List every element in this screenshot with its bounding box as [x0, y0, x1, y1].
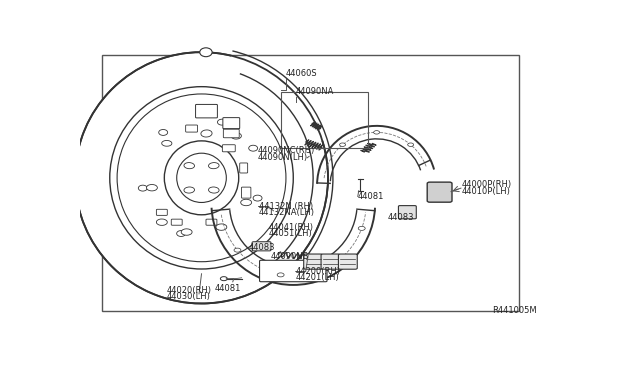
Ellipse shape — [218, 119, 227, 125]
Text: 44051(LH): 44051(LH) — [269, 229, 312, 238]
FancyBboxPatch shape — [222, 145, 236, 152]
FancyBboxPatch shape — [223, 118, 240, 129]
Circle shape — [234, 248, 241, 252]
FancyBboxPatch shape — [172, 219, 182, 225]
Text: 44083: 44083 — [249, 243, 275, 251]
Text: 44201(LH): 44201(LH) — [296, 273, 339, 282]
Ellipse shape — [209, 163, 219, 169]
Text: 44200(RH): 44200(RH) — [296, 267, 340, 276]
Ellipse shape — [184, 187, 195, 193]
Text: 44090NC(RH): 44090NC(RH) — [257, 146, 315, 155]
FancyBboxPatch shape — [399, 206, 416, 219]
Ellipse shape — [200, 48, 212, 57]
Circle shape — [326, 264, 333, 268]
Text: R441005M: R441005M — [492, 306, 536, 315]
Ellipse shape — [75, 52, 328, 304]
Circle shape — [277, 273, 284, 277]
FancyBboxPatch shape — [206, 219, 217, 225]
FancyBboxPatch shape — [260, 260, 327, 282]
Ellipse shape — [162, 141, 172, 146]
Circle shape — [340, 143, 346, 147]
Circle shape — [374, 131, 380, 134]
Text: 44060S: 44060S — [286, 68, 317, 78]
Ellipse shape — [156, 219, 167, 225]
Text: 44090NA: 44090NA — [296, 87, 334, 96]
Text: 44041(RH): 44041(RH) — [269, 222, 314, 232]
Text: 44132NA(LH): 44132NA(LH) — [259, 208, 315, 217]
Ellipse shape — [159, 129, 168, 135]
Bar — [281, 92, 367, 148]
Ellipse shape — [231, 133, 241, 139]
FancyBboxPatch shape — [339, 254, 357, 269]
Text: 44081: 44081 — [358, 192, 384, 201]
FancyBboxPatch shape — [186, 125, 198, 132]
Ellipse shape — [181, 229, 192, 235]
FancyBboxPatch shape — [428, 182, 452, 202]
FancyBboxPatch shape — [321, 254, 340, 269]
Text: 44020(RH): 44020(RH) — [167, 286, 212, 295]
FancyBboxPatch shape — [240, 163, 248, 173]
Text: 44081: 44081 — [214, 284, 241, 293]
FancyBboxPatch shape — [241, 187, 251, 198]
Ellipse shape — [253, 195, 262, 201]
FancyBboxPatch shape — [304, 254, 323, 269]
Text: 44132N (RH): 44132N (RH) — [259, 202, 313, 211]
Ellipse shape — [241, 199, 252, 206]
Ellipse shape — [138, 185, 147, 191]
Ellipse shape — [147, 185, 157, 191]
Circle shape — [358, 226, 365, 230]
Text: 44000P(RH): 44000P(RH) — [462, 180, 512, 189]
Text: 44083: 44083 — [388, 214, 414, 222]
Text: 44010P(LH): 44010P(LH) — [462, 187, 511, 196]
Ellipse shape — [216, 224, 227, 230]
FancyBboxPatch shape — [252, 242, 271, 251]
FancyBboxPatch shape — [223, 129, 239, 138]
FancyBboxPatch shape — [196, 105, 218, 118]
Ellipse shape — [249, 145, 258, 151]
Text: 44090N(LH): 44090N(LH) — [257, 153, 308, 162]
Ellipse shape — [184, 163, 195, 169]
Ellipse shape — [177, 231, 186, 237]
Text: 44090NB: 44090NB — [271, 252, 310, 261]
Circle shape — [220, 277, 227, 280]
Ellipse shape — [201, 130, 212, 137]
Bar — [102, 55, 519, 311]
Circle shape — [408, 143, 413, 147]
Text: 44030(LH): 44030(LH) — [167, 292, 211, 301]
Ellipse shape — [209, 187, 219, 193]
FancyBboxPatch shape — [156, 209, 167, 215]
